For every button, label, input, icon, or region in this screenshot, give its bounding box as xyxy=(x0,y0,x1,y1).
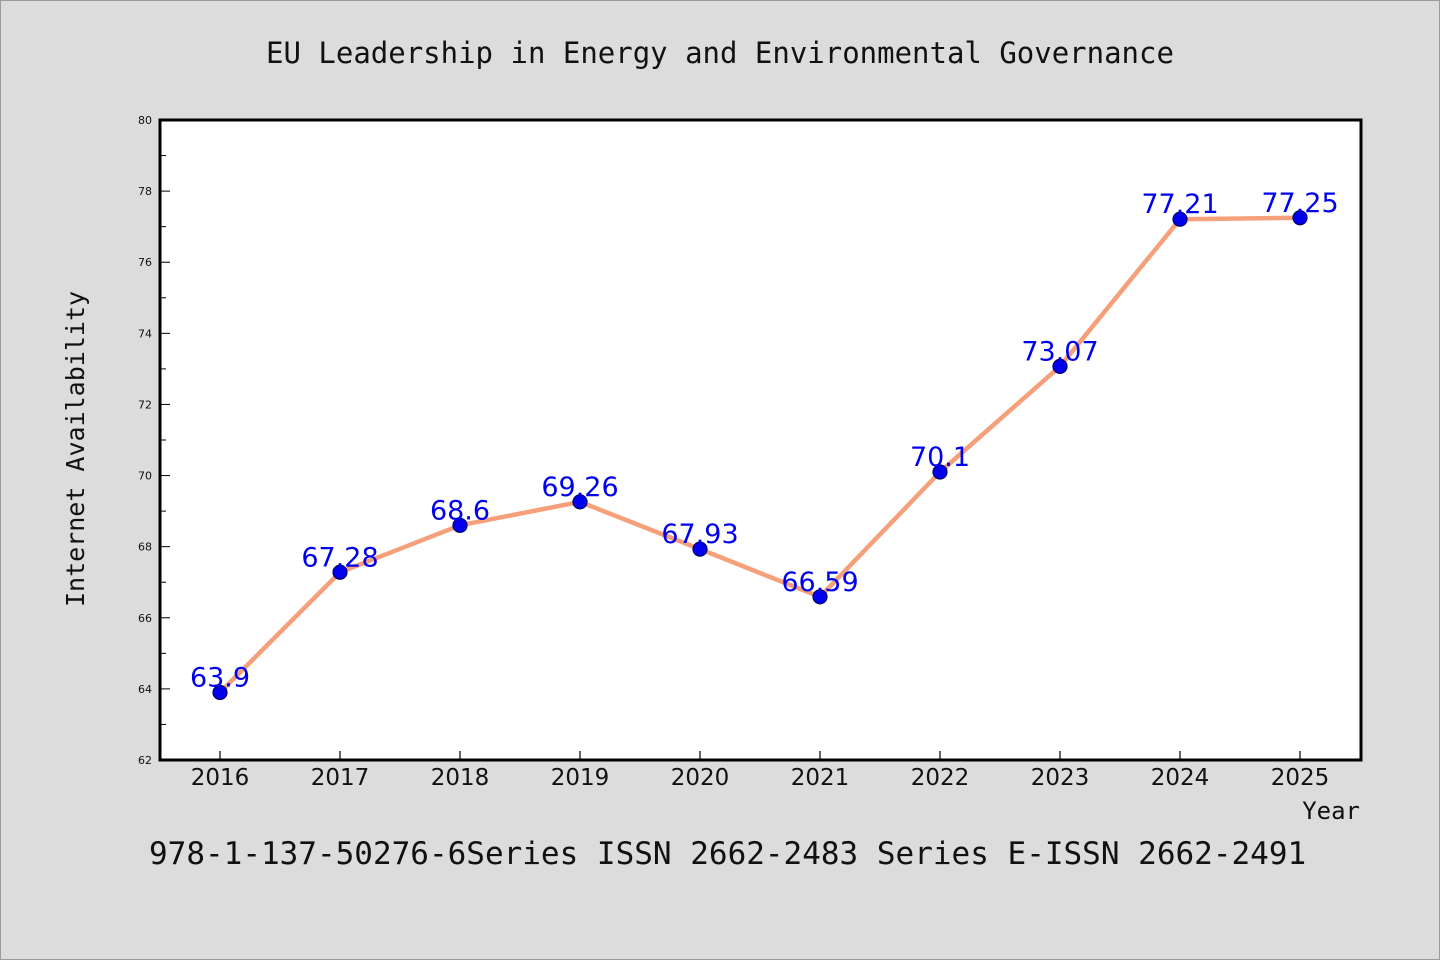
x-tick-label: 2017 xyxy=(311,765,370,791)
data-point xyxy=(692,541,708,557)
x-tick-label: 2022 xyxy=(911,765,970,791)
data-label: 68.6 xyxy=(430,495,490,526)
data-point xyxy=(1052,358,1068,374)
data-point xyxy=(812,589,828,605)
data-point xyxy=(572,494,588,510)
y-tick-label: 62 xyxy=(138,754,152,767)
y-tick-label: 70 xyxy=(138,470,152,483)
data-label: 63.9 xyxy=(190,662,250,693)
footer-note: 978-1-137-50276-6Series ISSN 2662-2483 S… xyxy=(149,836,1306,872)
series-layer xyxy=(212,210,1308,701)
y-tick-label: 78 xyxy=(138,185,152,198)
plot-area xyxy=(158,118,1363,762)
data-point xyxy=(1292,210,1308,226)
data-label: 77.21 xyxy=(1141,189,1218,220)
y-tick-label: 66 xyxy=(138,612,152,625)
series-line xyxy=(217,215,1303,695)
x-tick-label: 2020 xyxy=(671,765,730,791)
data-point xyxy=(212,684,228,701)
x-tick-label: 2021 xyxy=(791,765,850,791)
data-point xyxy=(332,564,348,580)
data-point xyxy=(452,517,468,533)
data-label: 77.25 xyxy=(1261,188,1338,219)
data-label: 67.28 xyxy=(301,542,378,573)
data-label: 70.1 xyxy=(910,442,970,473)
y-tick-label: 64 xyxy=(138,683,152,696)
data-label: 67.93 xyxy=(661,519,738,550)
x-axis-label: Year xyxy=(1302,797,1360,825)
x-tick-label: 2016 xyxy=(191,765,250,791)
y-axis: 62 64 66 68 70 72 74 76 78 80 xyxy=(138,114,170,767)
y-tick-label: 80 xyxy=(138,114,152,127)
y-tick-label: 72 xyxy=(138,398,152,411)
chart-title: EU Leadership in Energy and Environmenta… xyxy=(266,36,1174,70)
data-point xyxy=(1172,211,1188,227)
data-point xyxy=(932,464,948,480)
x-tick-label: 2018 xyxy=(431,765,490,791)
y-tick-label: 74 xyxy=(138,327,152,340)
y-axis-label: Internet Availability xyxy=(61,291,90,607)
data-label: 69.26 xyxy=(541,472,618,503)
y-tick-label: 76 xyxy=(138,256,152,269)
x-tick-label: 2024 xyxy=(1151,765,1210,791)
x-tick-label: 2019 xyxy=(551,765,610,791)
data-labels: 63.9 67.28 68.6 69.26 67.93 66.59 70.1 73.07 77.… xyxy=(190,188,1339,694)
x-axis: 2016 2017 2018 2019 2020 2021 2022 2023 2024 2025 xyxy=(191,751,1330,791)
data-label: 73.07 xyxy=(1021,336,1098,367)
x-tick-label: 2025 xyxy=(1271,765,1330,791)
data-label: 66.59 xyxy=(781,567,858,598)
y-tick-label: 68 xyxy=(138,541,152,554)
x-tick-label: 2023 xyxy=(1031,765,1090,791)
